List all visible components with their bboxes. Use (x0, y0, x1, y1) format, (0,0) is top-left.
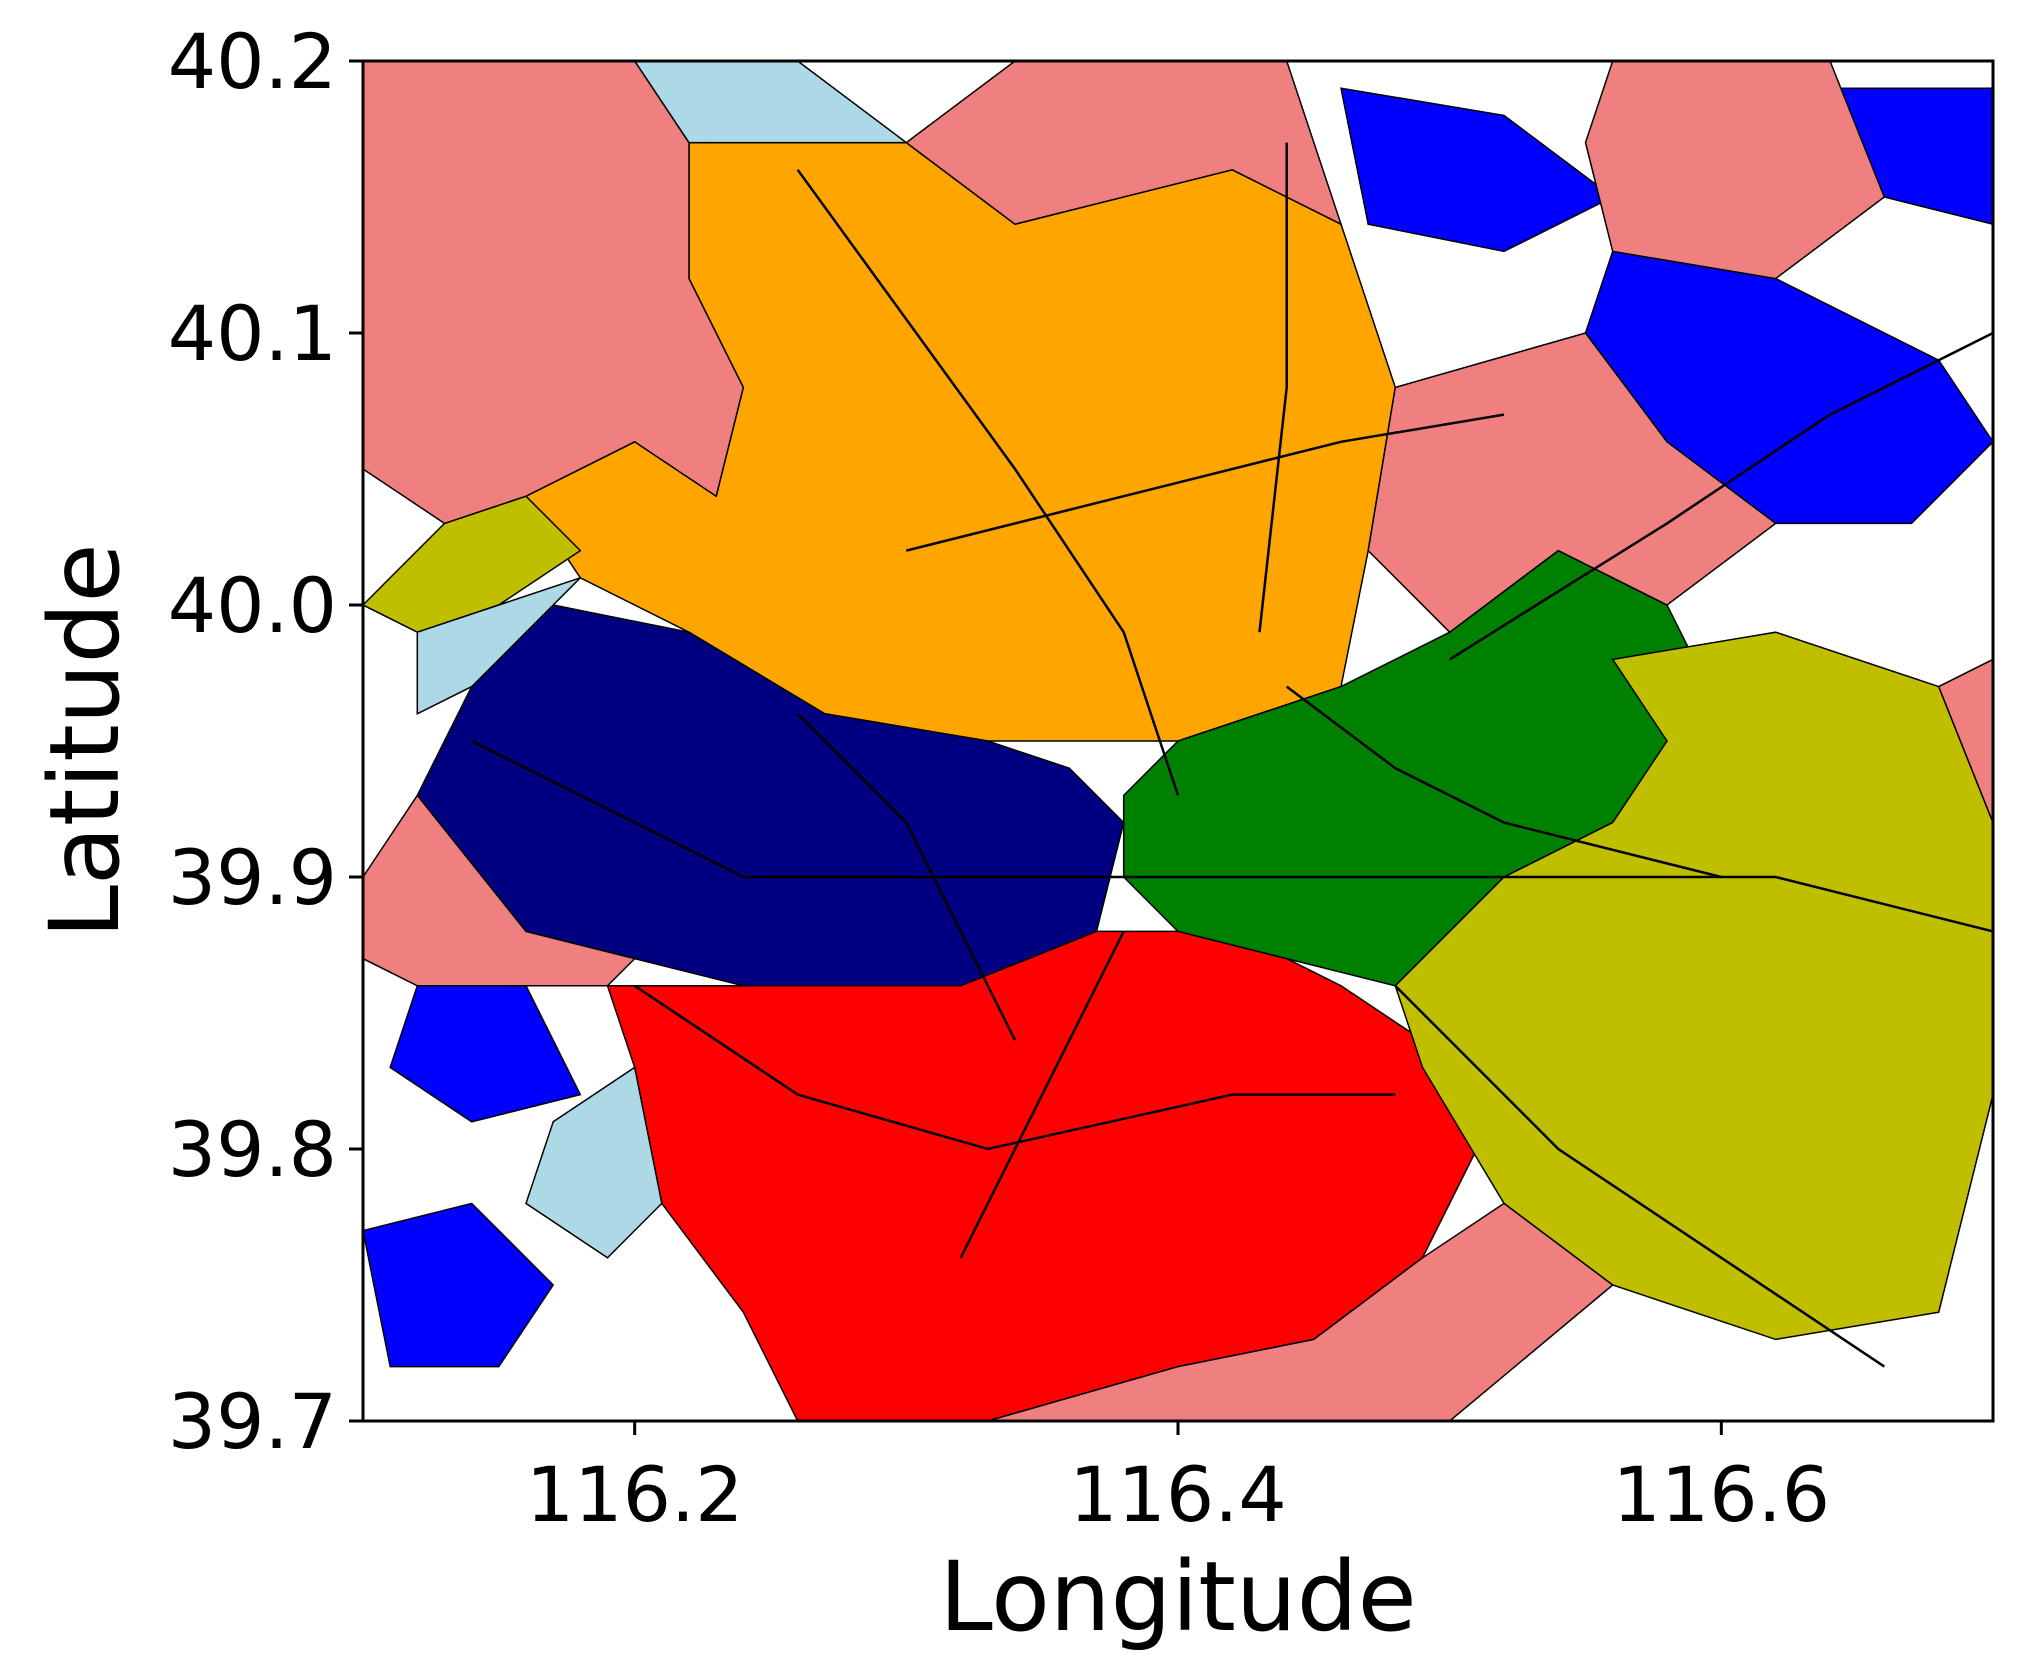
road-0 (796, 169, 1180, 796)
y-axis-label: Latitude (29, 543, 141, 938)
y-tick-label: 39.8 (168, 1105, 337, 1194)
road-8 (796, 712, 1017, 1041)
region-lightcoral-15 (363, 794, 637, 987)
region-lightblue-18 (416, 577, 581, 716)
road-3 (959, 930, 1125, 1259)
y-tick-label: 39.7 (168, 1377, 337, 1466)
y-tick-label: 40.2 (168, 17, 337, 106)
region-lightcoral-17 (1937, 658, 1993, 823)
x-tick-label: 116.4 (1069, 1450, 1287, 1539)
road-6 (634, 984, 1396, 1151)
x-tick-label: 116.6 (1613, 1450, 1831, 1539)
y-tick-label: 40.1 (168, 289, 337, 378)
y-tick-label: 40.0 (168, 561, 337, 650)
region-lightblue-20 (633, 61, 909, 144)
x-axis-label: Longitude (939, 1541, 1416, 1653)
region-polygons (363, 61, 1993, 1421)
road-5 (1394, 984, 1885, 1368)
road-9 (1285, 685, 1722, 879)
region-lightcoral-16 (797, 1202, 1614, 1421)
region-lightblue-19 (525, 1066, 663, 1259)
region-lightcoral-13 (1584, 61, 1886, 280)
road-7 (905, 413, 1505, 552)
y-axis: 39.7 39.8 39.9 40.0 40.1 40.2 (168, 17, 363, 1466)
road-network (471, 142, 1993, 1368)
road-2 (471, 739, 1993, 933)
y-tick-label: 39.9 (168, 833, 337, 922)
x-tick-label: 116.2 (526, 1450, 744, 1539)
road-1 (1258, 142, 1288, 633)
road-4 (1449, 331, 1993, 661)
region-lightcoral-14 (1367, 332, 1777, 634)
x-axis: 116.2 116.4 116.6 (526, 1421, 1830, 1539)
region-blue-8 (1340, 87, 1615, 253)
region-blue-7 (363, 1202, 555, 1368)
